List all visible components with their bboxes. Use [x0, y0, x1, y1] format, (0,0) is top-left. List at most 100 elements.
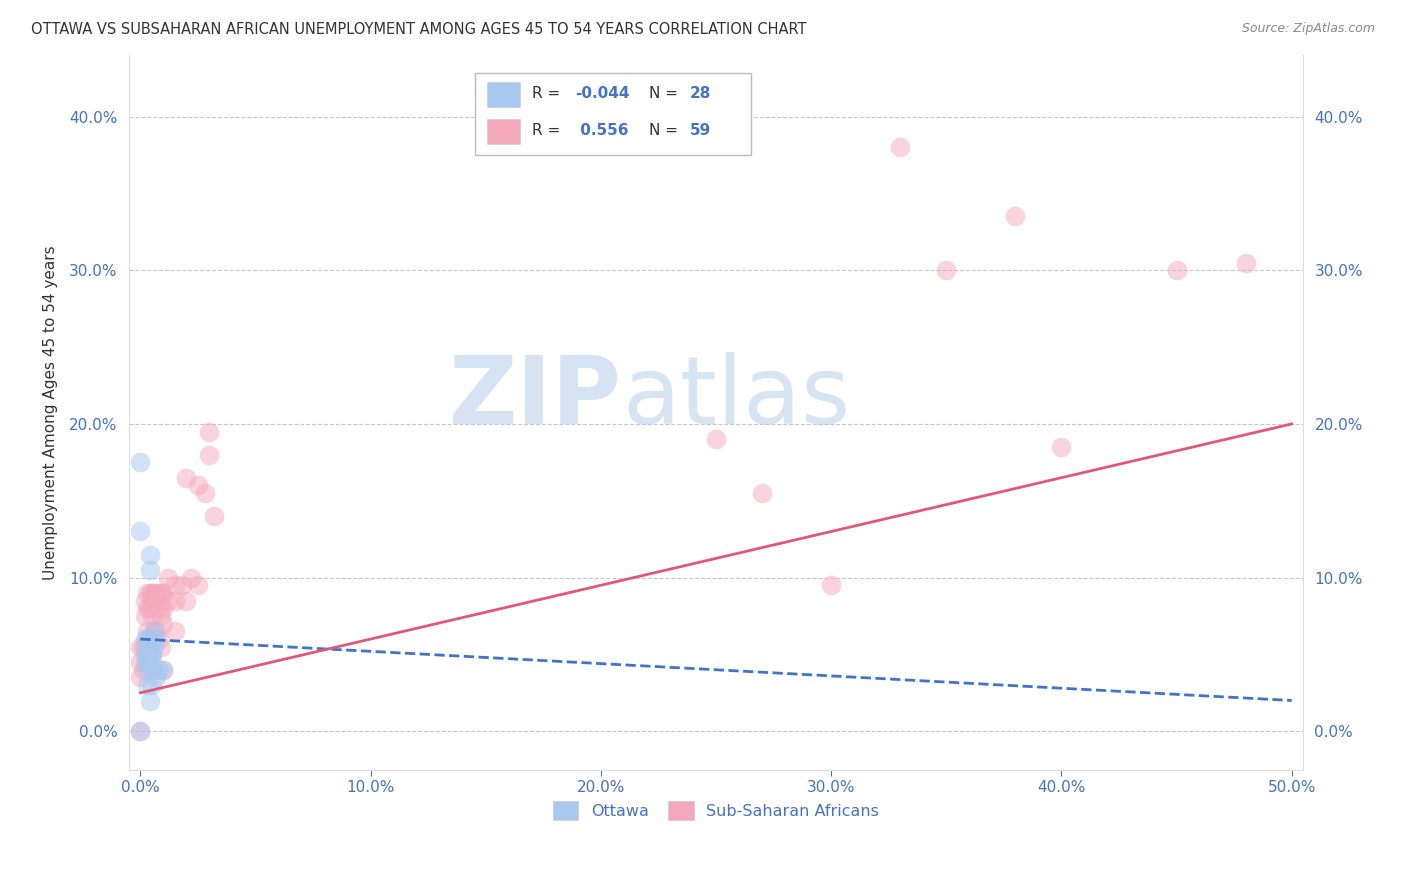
Legend: Ottawa, Sub-Saharan Africans: Ottawa, Sub-Saharan Africans: [547, 795, 886, 826]
Point: [148, 586, 170, 600]
Point: [152, 663, 174, 677]
Text: 28: 28: [690, 86, 711, 101]
Point: [129, 524, 152, 539]
Point: [1050, 440, 1073, 454]
Text: 0.556: 0.556: [575, 123, 628, 137]
Point: [138, 548, 160, 562]
FancyBboxPatch shape: [475, 73, 751, 155]
Point: [141, 593, 163, 607]
Point: [143, 624, 166, 639]
Point: [138, 632, 160, 646]
Point: [704, 432, 727, 446]
Point: [148, 632, 170, 646]
Point: [141, 586, 163, 600]
Point: [889, 140, 911, 154]
Point: [141, 640, 163, 654]
Point: [194, 486, 217, 500]
Point: [138, 693, 160, 707]
Point: [176, 471, 198, 485]
Point: [131, 640, 153, 654]
Point: [170, 578, 193, 592]
Point: [134, 632, 156, 646]
Point: [143, 593, 166, 607]
Point: [136, 586, 159, 600]
Point: [143, 624, 166, 639]
Point: [148, 663, 170, 677]
Point: [935, 263, 957, 277]
Text: atlas: atlas: [621, 352, 851, 444]
Point: [141, 655, 163, 669]
Point: [148, 601, 170, 615]
Point: [163, 593, 186, 607]
Point: [198, 448, 221, 462]
Text: ZIP: ZIP: [450, 352, 621, 444]
Point: [141, 609, 163, 624]
Text: -0.044: -0.044: [575, 86, 630, 101]
Point: [141, 648, 163, 662]
Point: [152, 586, 174, 600]
Y-axis label: Unemployment Among Ages 45 to 54 years: Unemployment Among Ages 45 to 54 years: [44, 245, 58, 580]
Point: [134, 640, 156, 654]
Point: [138, 563, 160, 577]
Point: [134, 655, 156, 669]
Point: [156, 593, 179, 607]
Point: [150, 640, 173, 654]
Point: [1166, 263, 1188, 277]
Point: [141, 678, 163, 692]
Point: [145, 586, 167, 600]
Point: [187, 478, 209, 492]
Point: [198, 425, 221, 439]
FancyBboxPatch shape: [486, 81, 520, 107]
Point: [138, 601, 160, 615]
Point: [138, 632, 160, 646]
Point: [150, 586, 173, 600]
Point: [156, 571, 179, 585]
Point: [150, 609, 173, 624]
Point: [751, 486, 773, 500]
Point: [129, 670, 152, 684]
Text: Source: ZipAtlas.com: Source: ZipAtlas.com: [1241, 22, 1375, 36]
Point: [129, 724, 152, 739]
Point: [129, 640, 152, 654]
Point: [136, 663, 159, 677]
Point: [134, 648, 156, 662]
Point: [141, 648, 163, 662]
Point: [202, 509, 225, 524]
Point: [152, 601, 174, 615]
Text: R =: R =: [531, 86, 565, 101]
Point: [136, 678, 159, 692]
Point: [134, 593, 156, 607]
Point: [163, 578, 186, 592]
Point: [820, 578, 842, 592]
Point: [163, 624, 186, 639]
Point: [152, 616, 174, 631]
Point: [138, 586, 160, 600]
Point: [145, 624, 167, 639]
Text: OTTAWA VS SUBSAHARAN AFRICAN UNEMPLOYMENT AMONG AGES 45 TO 54 YEARS CORRELATION : OTTAWA VS SUBSAHARAN AFRICAN UNEMPLOYMEN…: [31, 22, 807, 37]
Point: [145, 632, 167, 646]
Point: [1234, 255, 1257, 269]
Point: [136, 601, 159, 615]
Point: [143, 640, 166, 654]
Text: R =: R =: [531, 123, 565, 137]
Point: [1004, 210, 1026, 224]
Point: [145, 593, 167, 607]
Point: [141, 663, 163, 677]
Point: [129, 455, 152, 469]
Text: 59: 59: [690, 123, 711, 137]
FancyBboxPatch shape: [486, 119, 520, 145]
Point: [136, 640, 159, 654]
Point: [136, 655, 159, 669]
Point: [136, 648, 159, 662]
Point: [187, 578, 209, 592]
Point: [143, 663, 166, 677]
Point: [134, 609, 156, 624]
Point: [176, 593, 198, 607]
Point: [136, 632, 159, 646]
Point: [145, 670, 167, 684]
Point: [131, 663, 153, 677]
Text: N =: N =: [650, 123, 683, 137]
Text: N =: N =: [650, 86, 683, 101]
Point: [129, 655, 152, 669]
Point: [136, 624, 159, 639]
